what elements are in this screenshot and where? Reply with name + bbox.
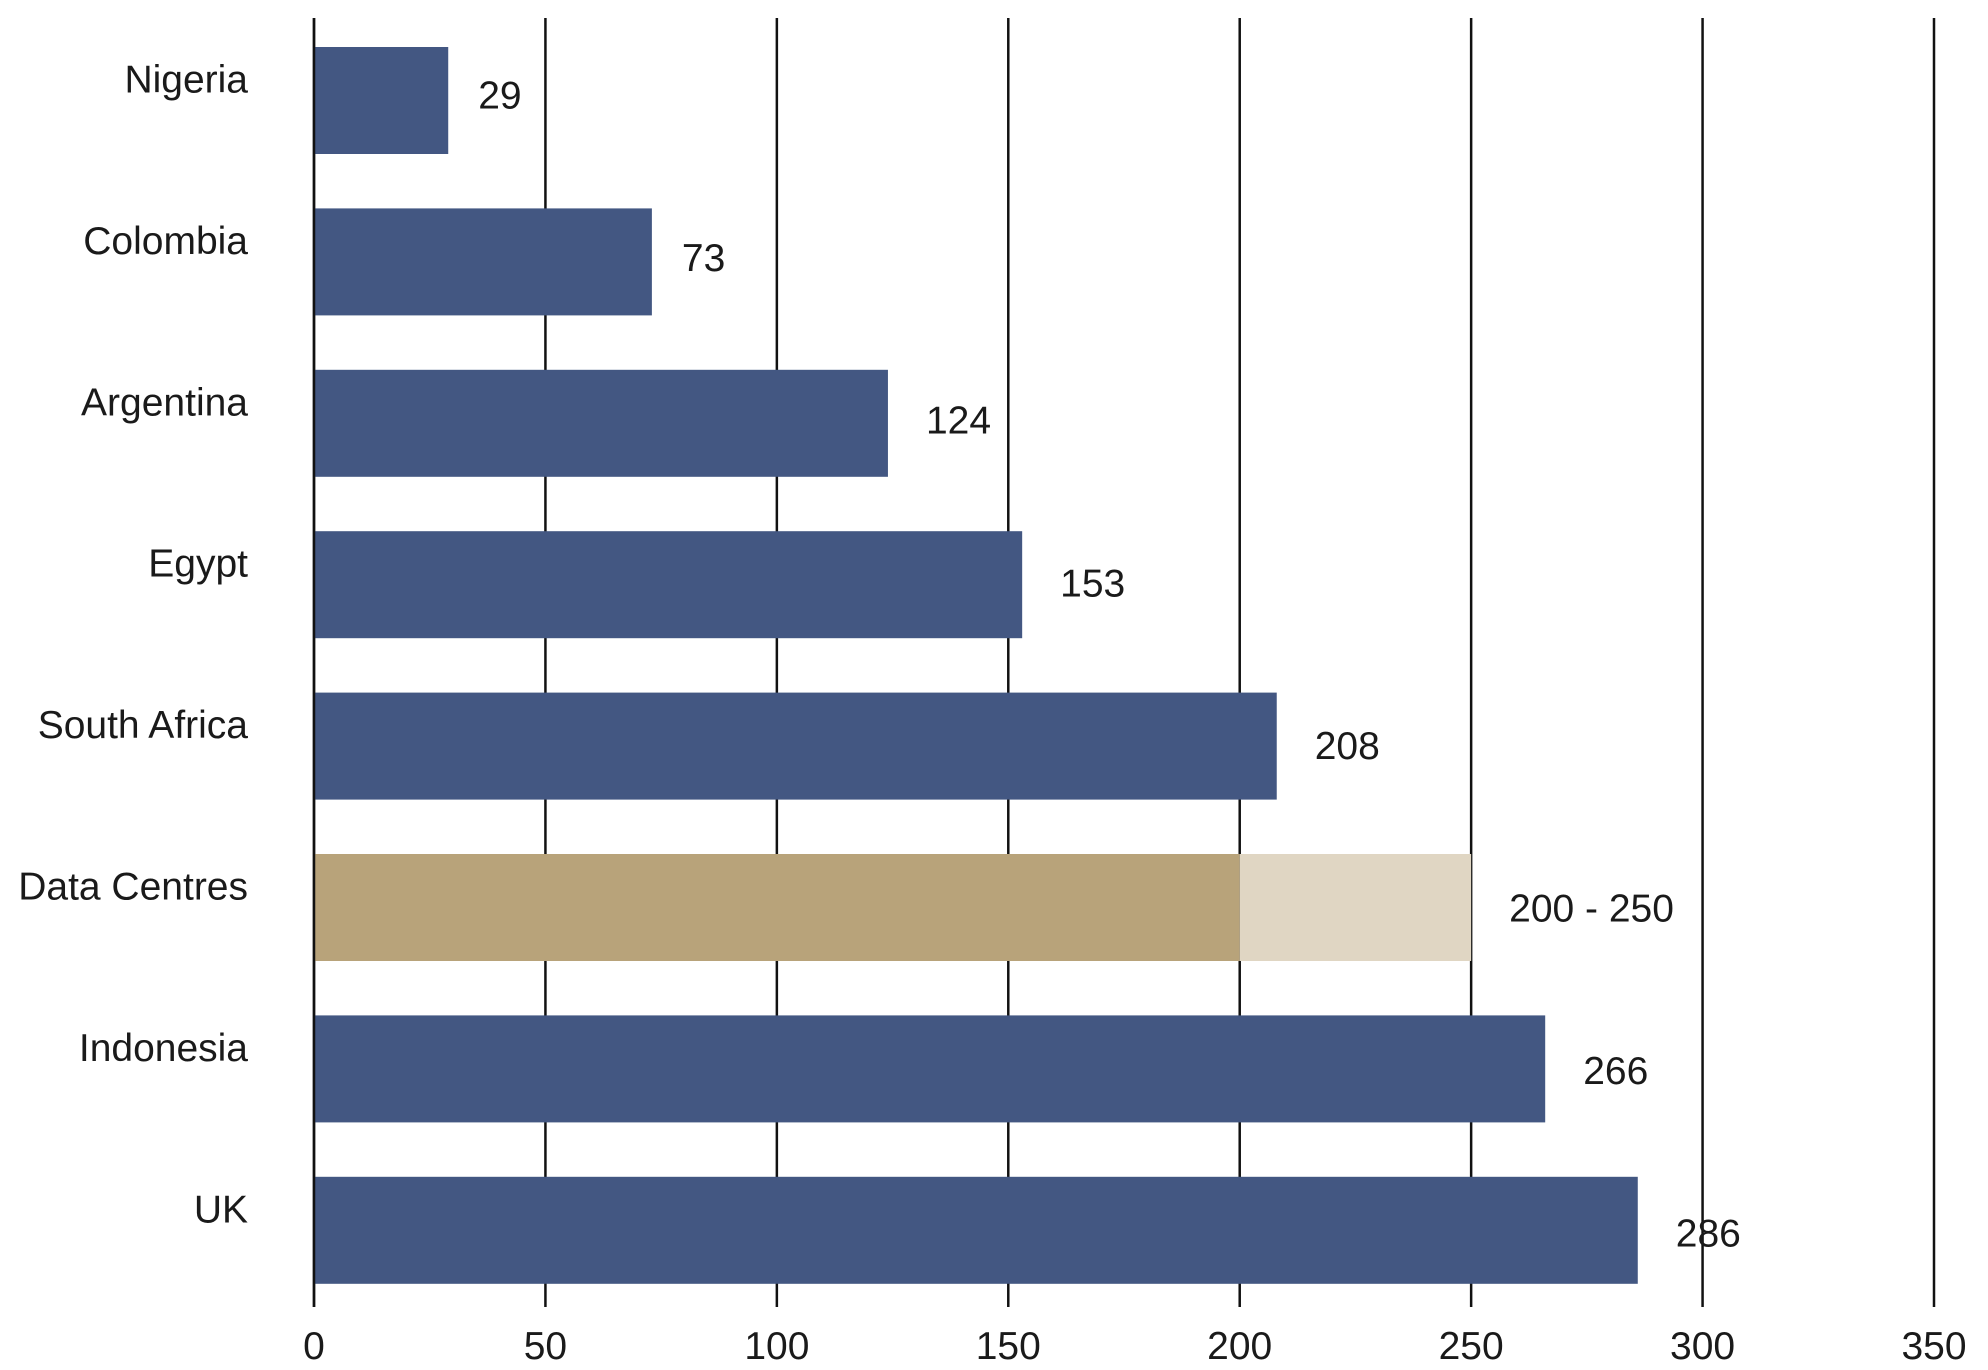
bar-data-centres-low	[314, 854, 1240, 961]
category-label: Egypt	[148, 543, 248, 586]
category-label: UK	[194, 1188, 248, 1231]
x-tick-label: 250	[1439, 1325, 1504, 1368]
category-label: South Africa	[38, 704, 249, 747]
x-tick-label: 350	[1901, 1325, 1966, 1368]
value-label: 208	[1315, 725, 1380, 768]
x-axis: 0 50 100 150 200 250 300 350	[303, 18, 1967, 1368]
x-tick-label: 100	[744, 1325, 809, 1368]
bar-south-africa	[314, 692, 1277, 800]
bar-data-centres-range	[1239, 854, 1472, 961]
value-label: 124	[926, 400, 991, 443]
bar-egypt	[314, 531, 1023, 639]
label-layer: Nigeria 29 Colombia 73 Argentina 124 Egypt 153 S…	[18, 59, 1741, 1256]
bar-indonesia	[314, 1015, 1546, 1123]
x-tick-label: 300	[1670, 1325, 1735, 1368]
category-label: Nigeria	[124, 59, 248, 102]
bar-argentina	[314, 369, 888, 477]
x-tick-label: 0	[303, 1325, 325, 1368]
value-label: 266	[1583, 1050, 1648, 1093]
category-label: Argentina	[81, 381, 248, 424]
x-tick-label: 50	[524, 1325, 567, 1368]
value-label: 286	[1676, 1213, 1741, 1256]
value-label: 29	[478, 75, 521, 118]
bar-layer	[314, 47, 1638, 1284]
value-label: 153	[1060, 562, 1125, 605]
x-tick-label: 200	[1207, 1325, 1272, 1368]
value-label: 73	[682, 237, 725, 280]
value-label: 200 - 250	[1509, 888, 1674, 931]
bar-uk	[314, 1176, 1638, 1284]
x-tick-label: 150	[976, 1325, 1041, 1368]
category-label: Indonesia	[79, 1027, 248, 1070]
bar-colombia	[314, 208, 652, 316]
bar-nigeria	[314, 47, 449, 154]
category-label: Data Centres	[18, 866, 248, 909]
category-label: Colombia	[83, 220, 248, 263]
